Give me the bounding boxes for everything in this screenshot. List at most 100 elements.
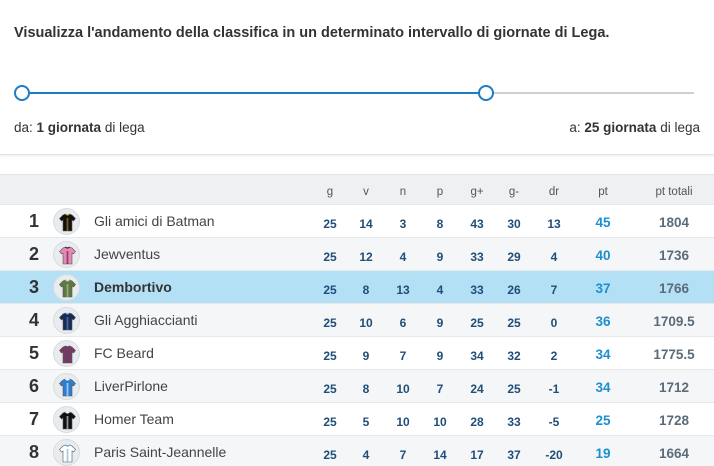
cell-goals-for: 28 <box>470 415 484 429</box>
jersey-icon <box>53 274 80 301</box>
cell-drawn: 3 <box>399 217 407 231</box>
team-name-link[interactable]: Jewventus <box>94 246 161 262</box>
cell-lost: 9 <box>436 250 444 264</box>
cell-total-points: 1804 <box>658 215 690 230</box>
jersey-icon <box>53 340 80 367</box>
cell-points: 40 <box>595 248 611 263</box>
range-title: Visualizza l'andamento della classifica … <box>14 25 610 41</box>
range-from-label: da: 1 giornata di lega <box>14 120 145 135</box>
table-row[interactable]: 4 Gli Agghiaccianti 25 10 6 9 25 25 0 36 1709.5 <box>0 303 714 336</box>
cell-lost: 4 <box>436 283 444 297</box>
jersey-icon <box>53 307 80 334</box>
cell-total-points: 1712 <box>658 380 690 395</box>
team-name-link[interactable]: Gli Agghiaccianti <box>94 312 198 328</box>
cell-drawn: 6 <box>399 316 407 330</box>
cell-lost: 10 <box>433 415 447 429</box>
cell-won: 5 <box>362 415 370 429</box>
table-row[interactable]: 7 Homer Team 25 5 10 10 28 33 -5 25 1728 <box>0 402 714 435</box>
table-row[interactable]: 3 Dembortivo 25 8 13 4 33 26 7 37 1766 <box>0 270 714 303</box>
cell-played: 25 <box>323 382 337 396</box>
cell-total-points: 1709.5 <box>653 314 695 329</box>
cell-drawn: 7 <box>399 448 407 462</box>
cell-points: 25 <box>595 413 611 428</box>
table-row[interactable]: 8 Paris Saint-Jeannelle 25 4 7 14 17 37 -20 19 166… <box>0 435 714 466</box>
cell-goal-difference: 2 <box>550 349 558 363</box>
header-won: v <box>363 186 369 198</box>
cell-total-points: 1728 <box>658 413 690 428</box>
cell-lost: 14 <box>433 448 447 462</box>
jersey-icon <box>53 241 80 268</box>
range-from-suffix: di lega <box>104 120 145 135</box>
team-name-link[interactable]: FC Beard <box>94 345 154 361</box>
cell-total-points: 1736 <box>658 248 690 263</box>
header-drawn: n <box>399 186 407 198</box>
team-name-link[interactable]: Dembortivo <box>94 279 172 295</box>
cell-goal-difference: 7 <box>550 283 558 297</box>
cell-points: 36 <box>595 314 611 329</box>
cell-played: 25 <box>323 415 337 429</box>
cell-played: 25 <box>323 448 337 462</box>
position-number: 8 <box>28 442 39 462</box>
range-to-prefix: a: <box>569 120 581 135</box>
cell-goals-against: 29 <box>507 250 521 264</box>
range-from-prefix: da: <box>14 120 33 135</box>
cell-played: 25 <box>323 217 337 231</box>
cell-goals-against: 25 <box>507 382 521 396</box>
range-to-suffix: di lega <box>660 120 700 135</box>
range-slider-track[interactable] <box>22 92 694 94</box>
cell-won: 8 <box>362 382 370 396</box>
table-row[interactable]: 6 LiverPirlone 25 8 10 7 24 25 -1 34 1712 <box>0 369 714 402</box>
cell-goals-against: 32 <box>507 349 521 363</box>
jersey-icon <box>53 406 80 433</box>
range-to-label: a: 25 giornata di lega <box>569 120 700 135</box>
position-number: 1 <box>28 211 39 231</box>
header-goals-for: g+ <box>470 186 484 198</box>
cell-total-points: 1664 <box>658 446 690 461</box>
cell-goals-against: 30 <box>507 217 521 231</box>
table-row[interactable]: 5 FC Beard 25 9 7 9 34 32 2 34 1775.5 <box>0 336 714 369</box>
cell-won: 8 <box>362 283 370 297</box>
cell-goals-against: 25 <box>507 316 521 330</box>
table-row[interactable]: 2 Jewventus 25 12 4 9 33 29 4 40 1736 <box>0 237 714 270</box>
table-row[interactable]: 1 Gli amici di Batman 25 14 3 8 43 30 13 45 1804 <box>0 204 714 237</box>
cell-drawn: 10 <box>396 382 410 396</box>
cell-won: 10 <box>359 316 373 330</box>
cell-lost: 7 <box>436 382 444 396</box>
header-points: pt <box>598 186 608 198</box>
cell-played: 25 <box>323 250 337 264</box>
cell-goal-difference: -1 <box>548 382 560 396</box>
range-selector-card: Visualizza l'andamento della classifica … <box>0 0 714 155</box>
jersey-icon <box>53 208 80 235</box>
cell-lost: 8 <box>436 217 444 231</box>
cell-goal-difference: -20 <box>545 448 563 462</box>
team-name-link[interactable]: Homer Team <box>94 411 174 427</box>
range-slider-start-handle[interactable] <box>14 85 30 101</box>
team-name-link[interactable]: Paris Saint-Jeannelle <box>94 444 227 460</box>
cell-played: 25 <box>323 316 337 330</box>
range-to-value: 25 giornata <box>584 120 657 135</box>
cell-points: 45 <box>595 215 611 230</box>
cell-played: 25 <box>323 283 337 297</box>
team-name-link[interactable]: Gli amici di Batman <box>94 213 215 229</box>
cell-points: 34 <box>595 347 611 362</box>
cell-won: 12 <box>359 250 373 264</box>
header-goal-difference: dr <box>548 186 560 198</box>
cell-drawn: 7 <box>399 349 407 363</box>
team-name-link[interactable]: LiverPirlone <box>94 378 168 394</box>
header-played: g <box>326 186 334 198</box>
cell-goal-difference: 13 <box>547 217 561 231</box>
position-number: 7 <box>28 409 39 429</box>
standings-header: g v n p g+ g- dr pt pt totali <box>0 174 714 204</box>
position-number: 4 <box>28 310 39 330</box>
cell-lost: 9 <box>436 349 444 363</box>
jersey-icon <box>53 439 80 466</box>
range-slider-end-handle[interactable] <box>478 85 494 101</box>
cell-won: 14 <box>359 217 373 231</box>
cell-goals-for: 24 <box>470 382 484 396</box>
cell-total-points: 1766 <box>658 281 690 296</box>
cell-drawn: 10 <box>396 415 410 429</box>
position-number: 3 <box>28 277 39 297</box>
cell-goal-difference: 4 <box>550 250 558 264</box>
position-number: 6 <box>28 376 39 396</box>
header-lost: p <box>436 186 444 198</box>
